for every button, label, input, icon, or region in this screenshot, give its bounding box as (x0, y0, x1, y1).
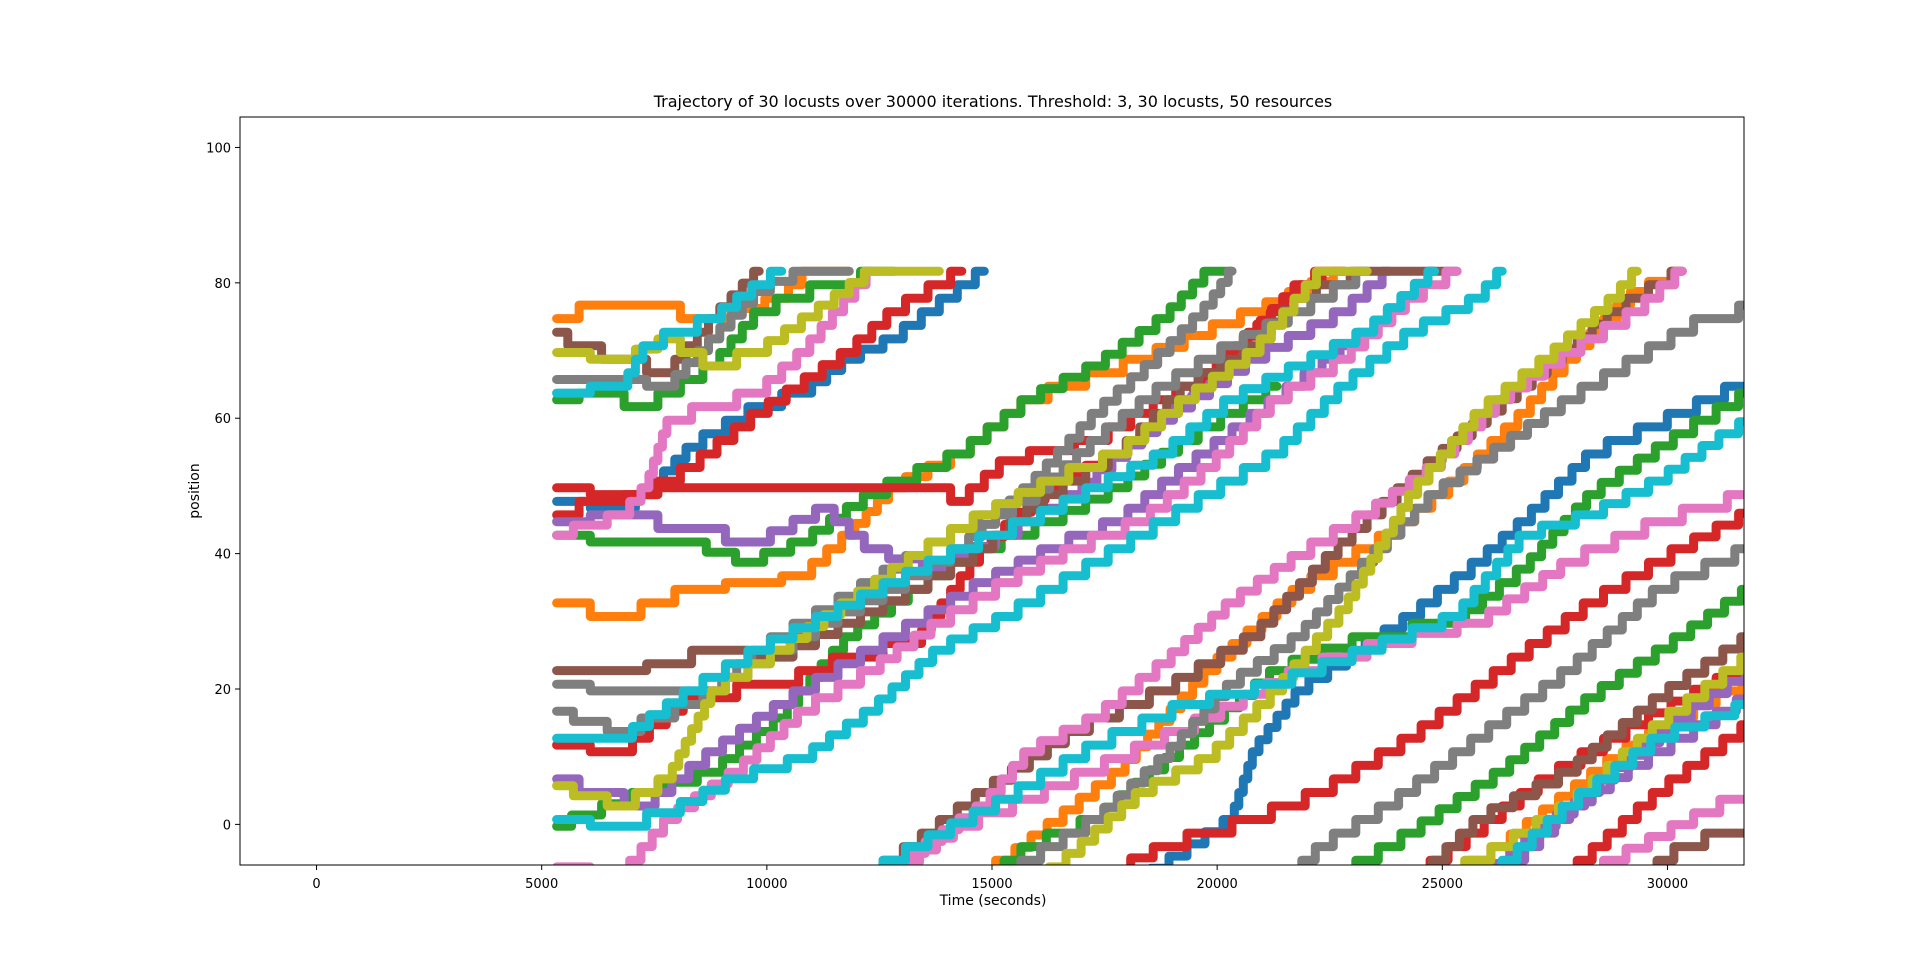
trajectory-series-8-segment-1 (552, 266, 1372, 811)
x-tick-label: 25000 (1422, 877, 1463, 892)
y-tick-label: 0 (223, 818, 231, 833)
chart-title: Trajectory of 30 locusts over 30000 iter… (653, 92, 1333, 111)
y-tick-label: 100 (206, 141, 231, 156)
trajectory-series-2-segment-0 (552, 266, 899, 412)
x-tick-label: 10000 (746, 877, 787, 892)
series-layer (552, 266, 1908, 942)
trajectory-series-5-segment-4 (1652, 828, 1744, 865)
trajectory-series-1-segment-3 (1463, 672, 1744, 865)
x-tick-label: 0 (312, 877, 320, 892)
x-axis: 0 5000 10000 15000 20000 25000 30000 (312, 865, 1688, 892)
trajectory-series-2-segment-4 (1351, 584, 1744, 865)
y-tick-label: 60 (214, 412, 231, 427)
trajectory-series-3-segment-3 (1106, 508, 1744, 865)
y-tick-label: 40 (214, 548, 231, 563)
x-tick-label: 20000 (1196, 877, 1237, 892)
trajectory-series-6-segment-4 (1599, 794, 1744, 865)
trajectory-series-9-segment-3 (878, 417, 1744, 865)
trajectory-series-6-segment-1 (552, 266, 1462, 865)
trajectory-series-2-segment-1 (552, 266, 1237, 567)
x-tick-label: 15000 (971, 877, 1012, 892)
axes-frame (239, 116, 1745, 866)
trajectory-series-6-segment-2 (552, 266, 877, 540)
trajectory-series-3-segment-2 (552, 266, 967, 520)
trajectory-series-5-segment-3 (1427, 632, 1744, 865)
trajectory-series-7-segment-3 (1016, 300, 1744, 865)
trajectory-series-8-segment-3 (1460, 652, 1744, 865)
trajectory-series-8-segment-5 (1750, 806, 1908, 941)
y-tick-label: 20 (214, 683, 231, 698)
trajectory-series-8-segment-2 (1045, 266, 1642, 865)
trajectory-series-3-segment-6 (1572, 720, 1744, 865)
y-tick-label: 80 (214, 277, 231, 292)
trajectory-series-9-segment-1 (552, 266, 1440, 743)
trajectory-series-7-segment-5 (1817, 840, 1907, 942)
trajectory-series-9-segment-0 (552, 266, 787, 398)
trajectory-series-9-segment-2 (552, 266, 1507, 831)
trajectory-series-9-segment-4 (1497, 700, 1744, 865)
plot-area (239, 116, 1908, 942)
x-axis-label: Time (seconds) (939, 893, 1047, 909)
y-axis-label: position (187, 463, 203, 518)
x-tick-label: 5000 (525, 877, 558, 892)
trajectory-series-7-segment-4 (1297, 544, 1744, 865)
x-tick-label: 30000 (1647, 877, 1688, 892)
y-axis: 0 20 40 60 80 100 (206, 141, 240, 833)
